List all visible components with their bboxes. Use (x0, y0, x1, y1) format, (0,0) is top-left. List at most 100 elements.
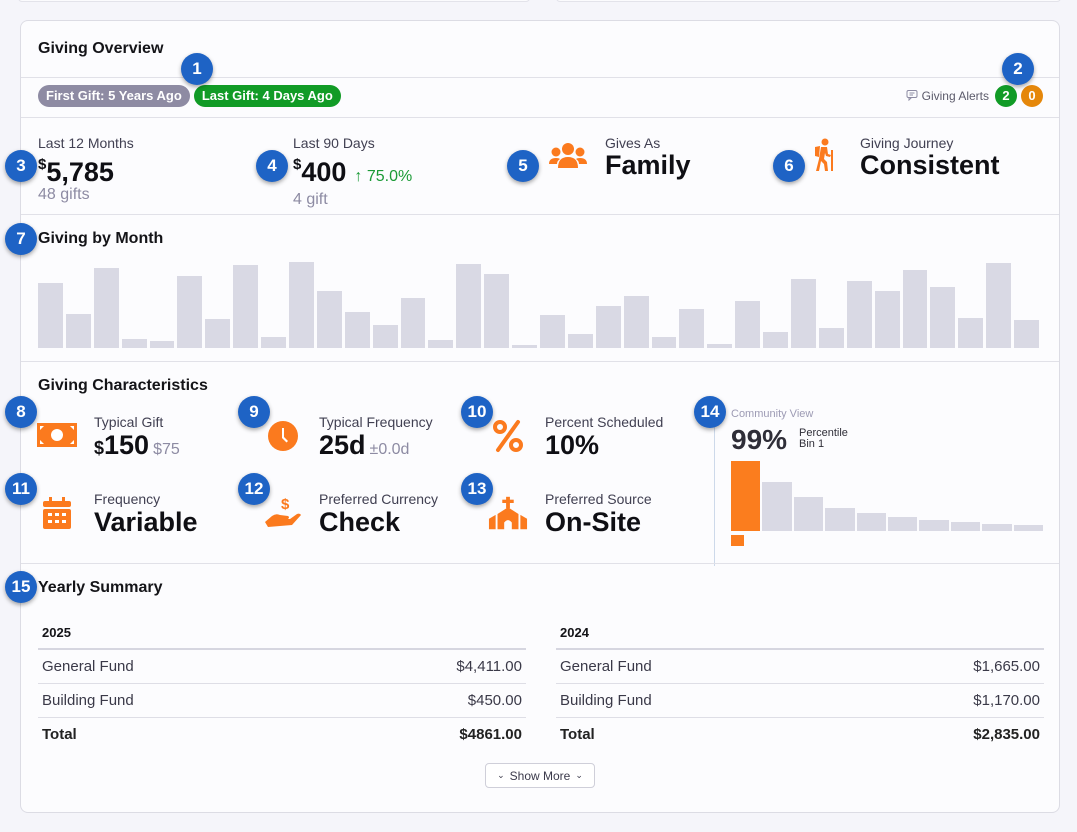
month-bar[interactable] (902, 270, 928, 348)
month-bar[interactable] (289, 262, 314, 348)
month-bar[interactable] (205, 318, 231, 348)
month-bar[interactable] (316, 291, 342, 348)
month-bar[interactable] (177, 276, 203, 348)
clock-icon (263, 418, 303, 454)
month-bar[interactable] (512, 344, 537, 348)
alerts-positive-count[interactable]: 2 (995, 85, 1017, 107)
current-bin-marker (731, 535, 744, 546)
stat-value: $5,785 (38, 151, 134, 186)
stat-subtext: 48 gifts (38, 186, 90, 203)
month-bar[interactable] (400, 298, 426, 348)
total-amount: $4861.00 (459, 726, 522, 743)
month-bar[interactable] (623, 296, 649, 348)
amount: 5,785 (46, 157, 114, 187)
char-label: Frequency (94, 491, 161, 507)
month-bar[interactable] (121, 338, 147, 348)
percent-icon (488, 418, 528, 454)
char-value: On-Site (545, 507, 642, 537)
month-bar[interactable] (595, 305, 621, 348)
month-bar[interactable] (651, 336, 677, 348)
amount: 400 (301, 157, 347, 187)
stat-value: Family (605, 150, 691, 180)
month-bar[interactable] (791, 279, 816, 348)
gift-pills: First Gift: 5 Years Ago Last Gift: 4 Day… (38, 85, 341, 107)
first-gift-pill: First Gift: 5 Years Ago (38, 85, 190, 107)
char-value: Variable (94, 507, 198, 537)
char-label: Preferred Currency (319, 491, 439, 507)
month-bar[interactable] (372, 324, 398, 348)
month-bar[interactable] (707, 343, 733, 348)
month-bar[interactable] (93, 268, 119, 348)
users-icon (548, 139, 588, 175)
annotation-badge-12: 12 (238, 473, 270, 505)
month-bar[interactable] (261, 336, 286, 348)
stat-label: Gives As (605, 135, 661, 151)
stat-label: Last 12 Months (38, 135, 134, 151)
fund-name: General Fund (38, 649, 319, 684)
giving-alerts[interactable]: Giving Alerts 2 0 (906, 85, 1043, 107)
stat-last-90-days: Last 90 Days $400 ↑ 75.0% 4 gift (293, 135, 412, 209)
month-bar[interactable] (986, 263, 1012, 348)
divider (21, 214, 1059, 215)
amount: 150 (104, 430, 150, 460)
calendar-icon (37, 495, 77, 531)
card-title: Giving Overview (38, 40, 164, 57)
church-icon (488, 495, 528, 531)
char-percent-scheduled: Percent Scheduled 10% (545, 414, 663, 460)
month-bar[interactable] (540, 314, 565, 348)
annotation-badge-9: 9 (238, 396, 270, 428)
char-label: Percent Scheduled (545, 414, 664, 430)
chevron-down-icon: ⌄ (575, 770, 583, 780)
annotation-badge-6: 6 (773, 150, 805, 182)
yearly-table-2025: 2025 General Fund $4,411.00 Building Fund… (38, 617, 526, 751)
char-value: $150 $75 (94, 430, 180, 465)
month-bar[interactable] (679, 308, 705, 348)
month-bar[interactable] (65, 313, 91, 348)
histogram-bar (856, 513, 886, 531)
month-bar[interactable] (763, 331, 788, 348)
month-bar[interactable] (38, 283, 63, 348)
show-more-label: Show More (509, 768, 571, 783)
stat-label: Last 90 Days (293, 135, 375, 151)
divider (21, 117, 1059, 118)
annotation-badge-10: 10 (461, 396, 493, 428)
table-year-header: 2025 (38, 617, 526, 650)
month-bar[interactable] (344, 311, 370, 348)
divider (21, 563, 1059, 564)
annotation-badge-4: 4 (256, 150, 288, 182)
char-value: Check (319, 507, 401, 537)
total-label: Total (560, 726, 595, 743)
fund-amount: $1,665.00 (834, 649, 1044, 684)
month-bar[interactable] (735, 301, 761, 348)
community-percentile-label: Percentile Bin 1 (799, 428, 848, 450)
annotation-badge-5: 5 (507, 150, 539, 182)
month-bar[interactable] (874, 291, 900, 348)
change-indicator: ↑ 75.0% (354, 168, 412, 185)
community-histogram (731, 461, 1045, 531)
month-bar[interactable] (818, 327, 844, 348)
char-label: Preferred Source (545, 491, 652, 507)
histogram-bar (1013, 525, 1043, 531)
month-bar[interactable] (958, 317, 984, 348)
month-bar[interactable] (233, 265, 259, 348)
month-bar[interactable] (567, 333, 593, 348)
month-bar[interactable] (428, 339, 454, 348)
char-frequency: Frequency Variable (94, 491, 198, 537)
month-bar[interactable] (456, 264, 482, 348)
histogram-bar-current (731, 461, 761, 531)
char-typical-frequency: Typical Frequency 25d ±0.0d (319, 414, 433, 465)
previous-card-left-edge (18, 0, 530, 2)
stat-last-12-months: Last 12 Months $5,785 48 gifts (38, 135, 134, 204)
bin-label: Bin 1 (799, 438, 825, 450)
month-bar[interactable] (1014, 319, 1039, 348)
month-bar[interactable] (846, 281, 872, 348)
alerts-negative-count[interactable]: 0 (1021, 85, 1043, 107)
histogram-bar (888, 517, 918, 531)
last-gift-pill: Last Gift: 4 Days Ago (193, 85, 341, 107)
stat-giving-journey: Giving Journey Consistent (860, 135, 1000, 179)
show-more-button[interactable]: ⌄ Show More ⌄ (485, 763, 595, 788)
char-value: 25d ±0.0d (319, 430, 433, 465)
month-bar[interactable] (930, 287, 956, 348)
month-bar[interactable] (484, 274, 510, 348)
month-bar[interactable] (149, 340, 175, 348)
